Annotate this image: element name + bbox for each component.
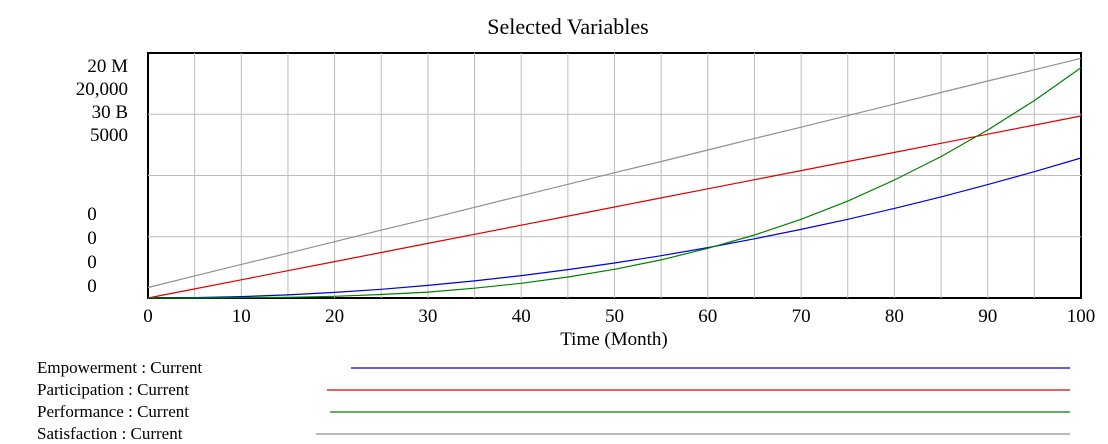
legend-label-empowerment: Empowerment : Current <box>37 358 203 377</box>
series-line-participation <box>147 115 1082 299</box>
x-axis-label: Time (Month) <box>560 329 668 350</box>
y-tick-label-bottom: 0 <box>87 276 97 297</box>
chart-title: Selected Variables <box>487 14 648 39</box>
x-tick-label: 30 <box>418 306 437 327</box>
legend-label-participation: Participation : Current <box>37 380 189 399</box>
x-tick-label: 20 <box>325 306 344 327</box>
series-line-performance <box>148 67 1082 299</box>
x-tick-label: 100 <box>1067 306 1096 327</box>
x-tick-label: 90 <box>978 306 997 327</box>
series-lines <box>147 57 1082 299</box>
y-tick-label-top: 20 M <box>87 56 128 77</box>
horizontal-gridlines <box>148 113 1081 238</box>
y-tick-label-top: 20,000 <box>76 79 128 100</box>
series-line-empowerment <box>147 157 1082 299</box>
x-tick-label: 10 <box>232 306 251 327</box>
x-tick-label: 40 <box>512 306 531 327</box>
x-axis-ticks: 0 10 20 30 40 50 60 70 80 90 100 <box>143 306 1095 327</box>
x-tick-label: 80 <box>885 306 904 327</box>
y-tick-label-top: 5000 <box>90 125 128 146</box>
legend-label-satisfaction: Satisfaction : Current <box>37 424 183 443</box>
x-tick-label: 50 <box>605 306 624 327</box>
y-tick-label-bottom: 0 <box>87 228 97 249</box>
series-line-satisfaction <box>147 57 1082 289</box>
y-tick-label-bottom: 0 <box>87 252 97 273</box>
x-tick-label: 0 <box>143 306 153 327</box>
x-tick-label: 60 <box>698 306 717 327</box>
y-tick-label-top: 30 B <box>92 102 128 123</box>
legend: Empowerment : Current Participation : Cur… <box>37 358 1070 443</box>
y-tick-label-bottom: 0 <box>87 204 97 225</box>
legend-label-performance: Performance : Current <box>37 402 189 421</box>
x-tick-label: 70 <box>792 306 811 327</box>
